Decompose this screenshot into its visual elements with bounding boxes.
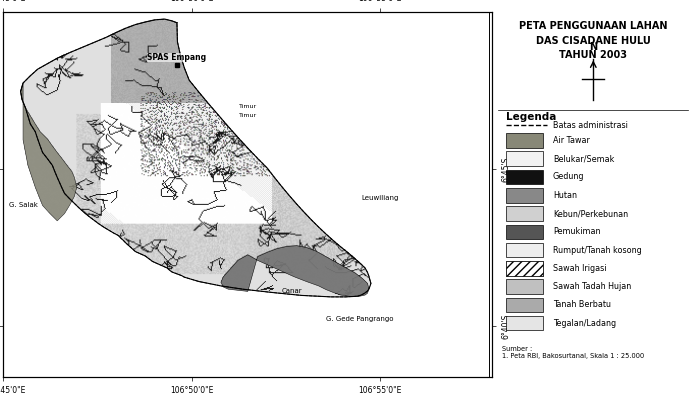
Polygon shape [21,83,77,221]
Bar [506,206,542,221]
Text: Tegalan/Ladang: Tegalan/Ladang [553,319,616,328]
Bar [506,316,542,331]
Text: Timur: Timur [239,104,257,109]
Text: Air Tawar: Air Tawar [553,136,590,145]
Bar [506,188,542,202]
Text: Rumput/Tanah kosong: Rumput/Tanah kosong [553,246,641,255]
Bar [506,224,542,239]
Text: PETA PENGGUNAAN LAHAN: PETA PENGGUNAAN LAHAN [519,21,667,31]
Text: Hutan: Hutan [553,191,577,200]
Polygon shape [221,246,369,296]
Text: Gedung: Gedung [553,173,584,182]
Text: Sawah Tadah Hujan: Sawah Tadah Hujan [553,282,631,291]
Text: Sumber :
1. Peta RBI, Bakosurtanal, Skala 1 : 25.000: Sumber : 1. Peta RBI, Bakosurtanal, Skal… [502,346,644,359]
Bar [506,261,542,275]
Bar [506,298,542,312]
Text: LU: LU [506,134,520,144]
Text: Pemukiman: Pemukiman [553,227,600,236]
Text: Leuwiliang: Leuwiliang [361,195,399,201]
Text: N: N [589,42,597,52]
Bar [506,151,542,166]
Text: Belukar/Semak: Belukar/Semak [553,154,614,163]
Polygon shape [21,19,371,297]
Text: TAHUN 2003: TAHUN 2003 [559,50,628,60]
Text: G. Gede Pangrango: G. Gede Pangrango [327,316,394,322]
Text: Legenda: Legenda [506,112,556,122]
Text: Sawah Irigasi: Sawah Irigasi [553,264,607,273]
Text: G. Salak: G. Salak [8,202,38,209]
Bar [506,243,542,257]
Text: DAS CISADANE HULU: DAS CISADANE HULU [536,35,651,46]
Bar [506,133,542,148]
Text: Timur: Timur [239,114,257,118]
Text: Batas administrasi: Batas administrasi [553,121,628,130]
Text: Kebun/Perkebunan: Kebun/Perkebunan [553,209,628,218]
Text: Canar: Canar [281,288,302,294]
Bar [506,261,542,275]
Bar [506,279,542,294]
Bar [506,170,542,184]
Text: Tanah Berbatu: Tanah Berbatu [553,300,611,309]
Text: SPAS Empang: SPAS Empang [147,53,207,62]
